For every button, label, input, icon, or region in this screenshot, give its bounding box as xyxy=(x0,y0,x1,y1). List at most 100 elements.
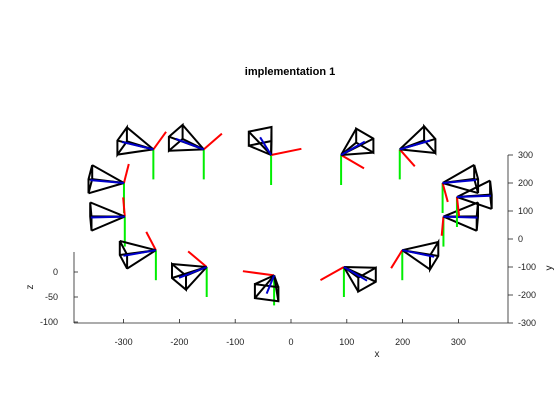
camera-x-axis xyxy=(399,148,416,168)
camera-glyph xyxy=(247,125,302,185)
camera-x-axis xyxy=(122,197,126,217)
camera-optical-axis xyxy=(90,215,125,219)
y-tick-label: 0 xyxy=(518,234,523,244)
camera-x-axis xyxy=(440,216,445,236)
x-tick-label: 300 xyxy=(451,337,466,347)
camera-glyph xyxy=(319,266,377,297)
camera-glyph xyxy=(398,123,437,180)
camera-frustum-edge xyxy=(442,182,479,195)
z-tick-label: -50 xyxy=(45,292,58,302)
camera-frustum-edge xyxy=(399,148,436,154)
camera-frustum-base xyxy=(473,164,480,194)
camera-frustum-edge xyxy=(340,128,358,156)
camera-frustum-base xyxy=(118,240,129,270)
x-tick-label: 0 xyxy=(288,337,293,347)
camera-optical-axis xyxy=(123,249,157,257)
y-tick-label: 300 xyxy=(518,150,533,160)
x-tick-label: -100 xyxy=(226,337,244,347)
z-tick-label: 0 xyxy=(53,267,58,277)
camera-x-axis xyxy=(455,196,461,217)
camera-x-axis xyxy=(441,182,449,203)
camera-optical-axis xyxy=(399,139,431,151)
camera-glyph xyxy=(87,163,130,213)
camera-frustum-edge xyxy=(171,262,207,268)
camera-x-axis xyxy=(145,231,157,251)
camera-frustum-edge xyxy=(126,249,157,270)
camera-frustum-edge xyxy=(254,274,275,299)
camera-frustum-edge xyxy=(119,239,157,252)
z-axis-label: z xyxy=(25,285,36,290)
camera-frustum-edge xyxy=(343,266,360,293)
y-tick-label: -300 xyxy=(518,318,536,328)
camera-frustum-edge xyxy=(443,201,479,218)
x-tick-label: 100 xyxy=(339,337,354,347)
camera-optical-axis xyxy=(265,275,276,295)
camera-frustum-edge xyxy=(443,215,478,232)
x-tick-label: -200 xyxy=(170,337,188,347)
z-axis-ticks: 0 -50 -100 xyxy=(40,267,78,327)
camera-optical-axis xyxy=(259,136,272,156)
camera-frustum-edge xyxy=(254,274,275,285)
chart-title: implementation 1 xyxy=(245,66,335,78)
camera-frustum-edge xyxy=(399,125,425,151)
x-axis: -300 -200 -100 0 100 200 300 x xyxy=(74,319,508,360)
camera-glyph xyxy=(118,231,157,281)
y-axis: -300 -200 -100 0 100 200 300 y xyxy=(507,150,555,328)
camera-frustum-edge xyxy=(442,163,475,184)
camera-frustum-edge xyxy=(88,182,125,195)
camera-optical-axis xyxy=(178,266,208,279)
camera-frustum-edge xyxy=(248,130,272,156)
camera-optical-axis xyxy=(402,249,435,258)
camera-glyph xyxy=(340,126,375,185)
camera-frustum-edge xyxy=(341,151,374,156)
camera-frustum-edge xyxy=(343,266,376,269)
camera-optical-axis xyxy=(456,194,491,198)
camera-frustum-edge xyxy=(91,164,125,184)
camera-x-axis xyxy=(203,132,223,151)
camera-x-axis xyxy=(340,154,365,170)
camera-glyph xyxy=(455,179,493,227)
camera-x-axis xyxy=(187,250,208,268)
camera-frustum-edge xyxy=(168,148,204,152)
camera-glyph xyxy=(116,124,167,180)
camera-x-axis xyxy=(122,163,130,184)
camera-frustum-base xyxy=(489,180,493,210)
camera-frustum-edge xyxy=(456,196,492,210)
camera-frustum-edge xyxy=(185,266,208,291)
y-tick-label: -200 xyxy=(518,290,536,300)
camera-glyph xyxy=(89,197,126,247)
x-tick-label: 200 xyxy=(395,337,410,347)
camera-frustum-edge xyxy=(126,126,155,151)
camera-optical-axis xyxy=(343,266,368,282)
camera-optical-axis xyxy=(121,141,154,151)
y-axis-ticks: -300 -200 -100 0 100 200 300 xyxy=(508,150,536,328)
x-tick-label: -300 xyxy=(115,337,133,347)
y-tick-label: 100 xyxy=(518,206,533,216)
camera-frustum-base xyxy=(429,238,440,274)
camera-frustum-edge xyxy=(401,249,431,271)
camera-x-axis xyxy=(152,131,167,150)
y-tick-label: 200 xyxy=(518,178,533,188)
z-tick-label: -100 xyxy=(40,317,58,327)
camera-glyph xyxy=(242,270,280,306)
camera-poses xyxy=(87,122,493,306)
camera-optical-axis xyxy=(442,178,477,184)
z-axis: 0 -50 -100 z xyxy=(25,252,78,327)
camera-glyph xyxy=(441,163,480,213)
camera-optical-axis xyxy=(340,140,366,156)
y-axis-label: y xyxy=(544,266,555,271)
camera-frustum-edge xyxy=(91,215,126,232)
camera-optical-axis xyxy=(175,137,205,151)
camera-frustum-edge xyxy=(273,275,280,302)
camera-glyph xyxy=(440,201,479,247)
camera-frustum-edge xyxy=(181,124,205,151)
camera-x-axis xyxy=(270,147,302,156)
x-axis-ticks: -300 -200 -100 0 100 200 300 xyxy=(115,319,466,347)
camera-frustum-base xyxy=(89,202,93,231)
camera-x-axis xyxy=(319,266,345,281)
camera-frustum-edge xyxy=(456,179,491,198)
camera-frustum-base xyxy=(116,124,128,158)
camera-glyph xyxy=(390,238,440,281)
x-axis-label: x xyxy=(375,349,380,360)
